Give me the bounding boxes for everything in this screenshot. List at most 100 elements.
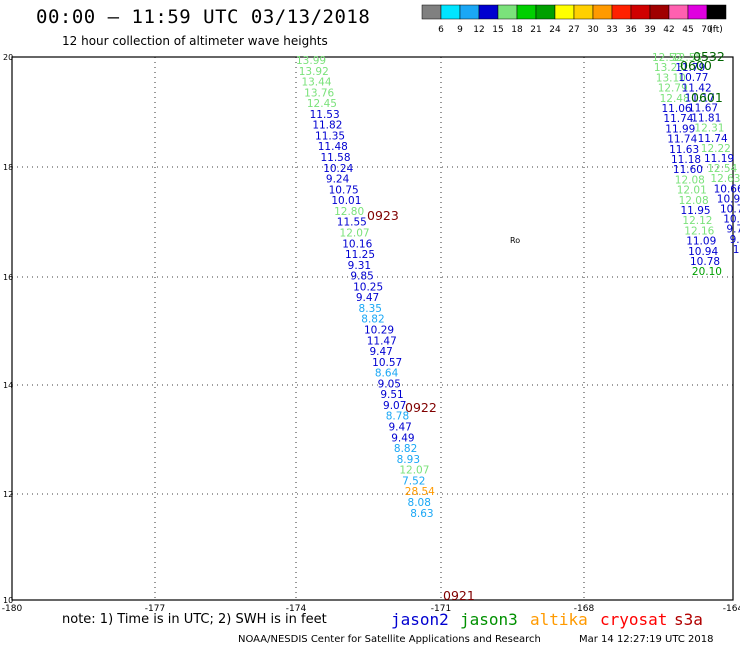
wave-height-point: 13.10 <box>656 72 686 84</box>
wave-height-point: 8.78 <box>386 411 409 423</box>
y-tick-label: 14 <box>3 381 13 390</box>
wave-height-point: 11.79 <box>675 62 705 74</box>
x-tick-label: -177 <box>145 604 165 612</box>
wave-height-point: 12.22 <box>701 143 731 155</box>
wave-height-point: 11 <box>733 244 740 256</box>
wave-height-point: 11.25 <box>345 249 375 261</box>
wave-height-map: -180 -177 -174 -171 -168 -164 20 18 16 14 12 10 13.9… <box>2 49 740 612</box>
y-tick-label: 10 <box>3 596 13 605</box>
satellite-legend-jason2: jason2 <box>391 610 449 629</box>
y-tick-label: 12 <box>3 490 13 499</box>
wave-height-point: 11.42 <box>682 82 712 94</box>
x-tick-label: -164 <box>723 604 740 612</box>
wave-height-point: 11.53 <box>310 109 340 121</box>
wave-height-point: 12.79 <box>658 83 688 95</box>
colorbar-tick-label: 18 <box>511 25 523 35</box>
wave-height-point: 11.74 <box>663 113 693 125</box>
colorbar-tick-label: 45 <box>682 25 693 35</box>
map-feature-label: Ro <box>510 236 520 245</box>
wave-height-point: 12.54 <box>707 163 737 175</box>
wave-height-point: 9.31 <box>348 260 371 272</box>
generated-timestamp: Mar 14 12:27:19 UTC 2018 <box>579 634 714 645</box>
wave-height-point: 12.16 <box>684 225 714 237</box>
wave-height-point: 11.18 <box>671 154 701 166</box>
wave-height-point: 10.95 <box>717 193 740 205</box>
x-tick-label: -174 <box>286 604 307 612</box>
color-scale-legend: 6 9 12 15 18 21 24 27 30 33 36 39 42 45 70(ft) <box>421 4 727 35</box>
wave-height-point: 11.99 <box>665 123 695 135</box>
wave-height-point: 12.01 <box>677 185 707 197</box>
overpass-time-label: 0922 <box>405 400 437 415</box>
wave-height-point: 8.82 <box>361 314 384 326</box>
wave-height-point: 11.95 <box>681 205 711 217</box>
colorbar-tick-label: 27 <box>568 25 579 35</box>
wave-height-point: 11.81 <box>691 113 721 125</box>
footer-note: note: 1) Time is in UTC; 2) SWH is in fe… <box>62 612 327 627</box>
overpass-time-label: 0532 <box>693 49 725 64</box>
x-tick-label: -171 <box>431 604 451 612</box>
wave-height-point: 9.47 <box>369 346 392 358</box>
wave-height-point: 20.10 <box>692 266 722 278</box>
wave-height-point: 13.76 <box>304 87 334 99</box>
wave-height-point: 11.63 <box>669 144 699 156</box>
wave-height-point: 9.24 <box>326 174 350 186</box>
wave-height-point: 10.01 <box>331 195 361 207</box>
wave-height-point: 12.08 <box>675 174 705 186</box>
wave-height-point: 9.05 <box>378 378 401 390</box>
colorbar-tick-label: 6 <box>438 25 444 35</box>
wave-height-point: 12.08 <box>679 195 709 207</box>
wave-height-point: 10.96 <box>723 214 740 226</box>
wave-height-point: 12.07 <box>399 465 429 477</box>
wave-height-point: 13.92 <box>299 66 329 78</box>
wave-height-point: 11.19 <box>704 153 734 165</box>
wave-height-point: 10.66 <box>714 183 740 195</box>
wave-height-point: 11.47 <box>367 335 397 347</box>
wave-height-point: 8.08 <box>408 497 431 509</box>
wave-height-point: 11.55 <box>337 217 367 229</box>
wave-height-point: 12.45 <box>307 98 337 110</box>
colorbar-tick-label: 39 <box>644 25 656 35</box>
colorbar-tick-label: 12 <box>473 25 484 35</box>
wave-height-point: 12.52 <box>652 52 682 64</box>
wave-height-point: 12.63 <box>710 173 740 185</box>
wave-height-point: 11.06 <box>662 103 692 115</box>
wave-height-point: 10.25 <box>353 281 383 293</box>
wave-height-point: 9.47 <box>388 422 411 434</box>
wave-height-point: 12.07 <box>340 227 370 239</box>
colorbar-swatch <box>706 4 727 20</box>
colorbar-tick-label: 36 <box>625 25 637 35</box>
wave-height-point: 10.78 <box>720 204 740 216</box>
wave-height-point: 9.51 <box>380 389 403 401</box>
page-title: 00:00 – 11:59 UTC 03/13/2018 <box>36 6 371 28</box>
wave-height-point: 10.24 <box>323 163 353 175</box>
wave-height-point: 10.78 <box>690 256 720 268</box>
satellite-legend-altika: altika <box>530 610 588 629</box>
wave-height-point: 12.31 <box>694 123 724 135</box>
wave-height-point: 11.74 <box>667 134 697 146</box>
wave-height-point: 9.49 <box>391 432 414 444</box>
wave-height-point: 11.60 <box>673 164 703 176</box>
wave-height-point: 11.58 <box>320 152 350 164</box>
wave-height-point: 11.48 <box>318 141 348 153</box>
wave-height-point: 12.12 <box>682 215 712 227</box>
wave-height-point: 11.17 <box>685 92 715 104</box>
y-tick-label: 20 <box>3 53 13 62</box>
wave-height-point: 9.7 <box>726 224 740 236</box>
wave-height-point: 8.63 <box>410 508 433 520</box>
wave-height-point: 13.99 <box>296 55 326 67</box>
wave-height-point: 10.16 <box>342 238 372 250</box>
wave-height-point: 12.48 <box>660 93 690 105</box>
y-tick-label: 18 <box>3 163 13 172</box>
colorbar-tick-label: 30 <box>587 25 599 35</box>
colorbar-tick-label: 9 <box>457 25 463 35</box>
colorbar-tick-label: 24 <box>549 25 561 35</box>
overpass-time-label: 0923 <box>367 208 399 223</box>
wave-height-point: 8.93 <box>397 454 420 466</box>
wave-height-point: 9.07 <box>383 400 406 412</box>
wave-height-point: 28.54 <box>405 486 435 498</box>
satellite-legend-cryosat: cryosat <box>600 610 668 629</box>
overpass-time-label: 0921 <box>443 588 475 603</box>
wave-height-point: 12.80 <box>334 206 364 218</box>
colorbar-tick-label: 21 <box>530 25 541 35</box>
wave-height-point: 11.74 <box>698 133 728 145</box>
